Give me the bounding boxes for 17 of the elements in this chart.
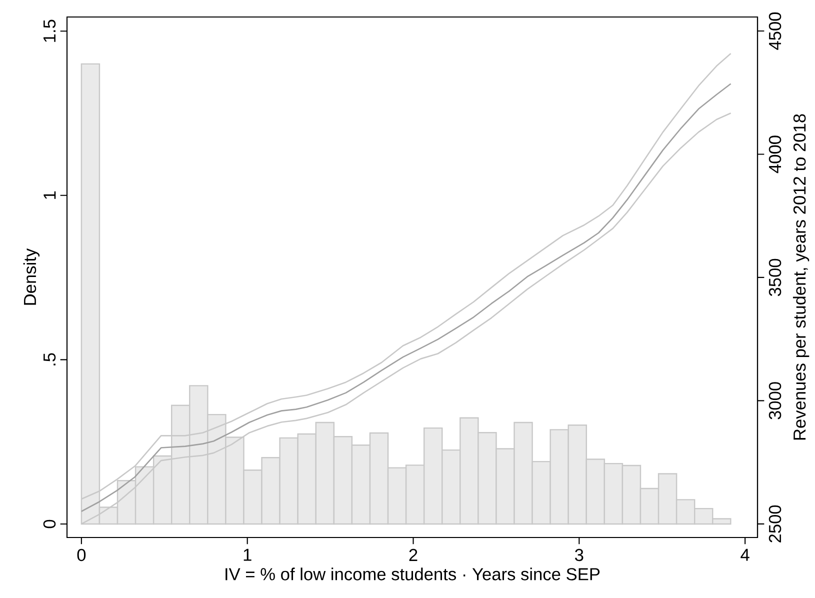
y-tick-label: 1 xyxy=(44,191,56,199)
y-tick-label: 1.5 xyxy=(44,20,56,42)
x-tick-label: 0 xyxy=(77,548,86,562)
y2-tick-label: 3500 xyxy=(768,258,782,296)
y-tick-label: 0 xyxy=(43,520,56,528)
y2-tick-label: 4500 xyxy=(768,12,782,50)
y2-tick-label: 3000 xyxy=(768,382,782,420)
y-tick-label: .5 xyxy=(44,353,56,366)
x-axis-title: IV = % of low income students · Years since SEP xyxy=(226,568,600,580)
y2-axis-title: Revenues per student, years 2012 to 2018 xyxy=(792,114,810,440)
y2-tick-label: 2500 xyxy=(768,505,782,542)
x-tick-label: 2 xyxy=(409,548,418,561)
y-axis-title: Density xyxy=(23,248,40,305)
x-tick-label: 4 xyxy=(740,548,750,561)
x-tick-label: 1 xyxy=(244,548,252,561)
y2-tick-label: 4000 xyxy=(768,136,782,174)
x-tick-label: 3 xyxy=(575,548,584,562)
